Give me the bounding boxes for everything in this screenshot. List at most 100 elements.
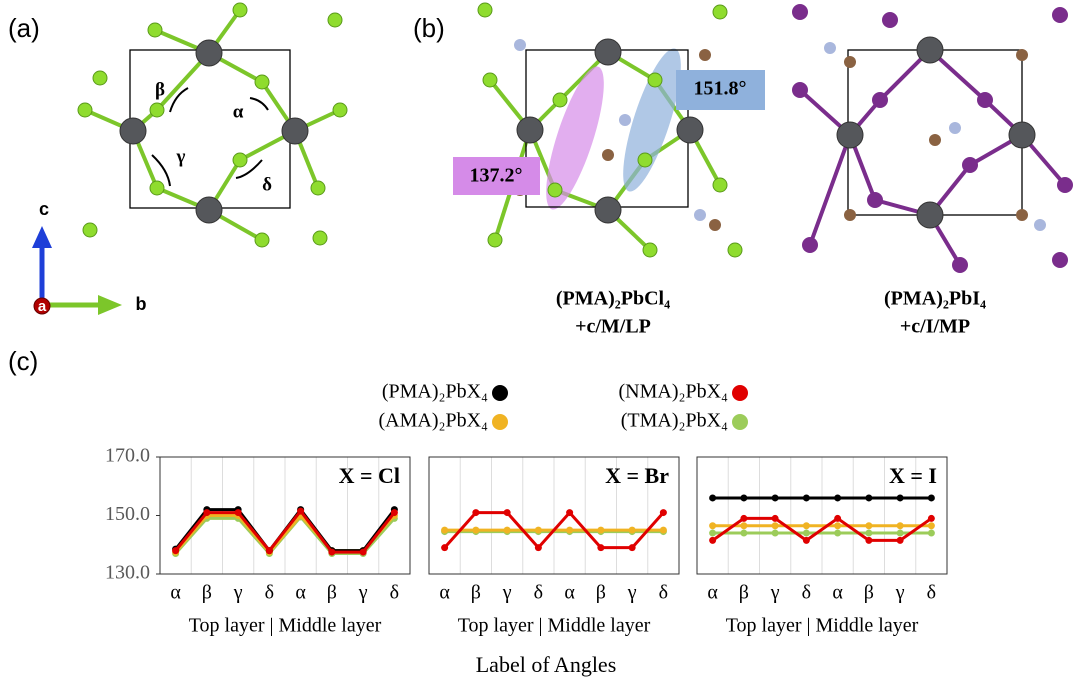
x-axis-title: Label of Angles	[476, 652, 617, 677]
x-tick-label: α	[832, 582, 843, 604]
x-tick-label: α	[707, 582, 718, 604]
data-point	[441, 544, 448, 551]
data-point	[865, 522, 872, 529]
data-point	[834, 522, 841, 529]
chart-title: X = I	[889, 463, 937, 488]
x-tick-label: α	[439, 582, 450, 604]
data-point	[203, 509, 210, 516]
structure-config: +c/I/MP	[900, 316, 970, 338]
x-tick-label: δ	[802, 582, 811, 604]
x-tick-label: β	[739, 582, 749, 604]
structure-a: β α γ δ	[78, 3, 347, 247]
data-point	[629, 544, 636, 551]
data-point	[740, 522, 747, 529]
legend-label: (TMA)₂PbX₄	[621, 410, 728, 432]
legend-swatch	[732, 414, 748, 430]
data-point	[928, 494, 935, 501]
axis-name: b	[136, 294, 147, 314]
x-tick-label: δ	[265, 582, 274, 604]
legend-label: (AMA)₂PbX₄	[378, 410, 488, 432]
data-point	[834, 515, 841, 522]
x-tick-label: β	[596, 582, 606, 604]
x-tick-label: γ	[627, 582, 637, 604]
data-point	[597, 544, 604, 551]
data-point	[897, 522, 904, 529]
data-point	[772, 530, 779, 537]
angle-annotation: 137.2°	[470, 165, 523, 187]
x-tick-label: α	[170, 582, 181, 604]
data-point	[865, 530, 872, 537]
x-tick-label: γ	[895, 582, 905, 604]
structure-config: +c/M/LP	[575, 316, 651, 338]
data-point	[504, 509, 511, 516]
data-point	[360, 549, 367, 556]
x-label: Top layer | Middle layer	[189, 615, 382, 637]
angle-annotation: 151.8°	[694, 78, 747, 100]
figure: (a) (b) (c) β α γ	[0, 0, 1078, 688]
data-point	[709, 530, 716, 537]
panel-label: (a)	[8, 13, 40, 43]
legend-label: (NMA)₂PbX₄	[618, 381, 728, 403]
x-tick-label: δ	[927, 582, 936, 604]
x-tick-label: β	[202, 582, 212, 604]
data-point	[709, 522, 716, 529]
data-point	[803, 522, 810, 529]
legend-swatch	[492, 414, 508, 430]
data-point	[803, 537, 810, 544]
y-tick-label: 170.0	[105, 445, 150, 467]
data-point	[535, 527, 542, 534]
chart-title: X = Br	[605, 463, 669, 488]
data-point	[865, 494, 872, 501]
structure-b-left: 137.2° 151.8° (PMA)₂PbCl₄ +c/M/LP	[453, 3, 765, 338]
data-point	[772, 494, 779, 501]
data-point	[472, 509, 479, 516]
x-label: Top layer | Middle layer	[458, 615, 651, 637]
data-point	[172, 547, 179, 554]
y-tick-label: 130.0	[105, 562, 150, 584]
data-point	[235, 509, 242, 516]
y-tick-label: 150.0	[105, 503, 150, 525]
data-point	[897, 537, 904, 544]
data-point	[709, 537, 716, 544]
chart-title: X = Cl	[339, 463, 400, 488]
angle-label: α	[233, 101, 244, 122]
data-point	[566, 509, 573, 516]
data-point	[566, 527, 573, 534]
data-point	[772, 515, 779, 522]
data-point	[328, 549, 335, 556]
data-point	[504, 527, 511, 534]
data-point	[834, 494, 841, 501]
data-point	[597, 527, 604, 534]
x-tick-label: γ	[502, 582, 512, 604]
x-tick-label: α	[564, 582, 575, 604]
data-point	[535, 544, 542, 551]
data-point	[928, 522, 935, 529]
angle-label: δ	[262, 174, 272, 195]
x-tick-label: α	[295, 582, 306, 604]
chart: αβγδαβγδTop layer | Middle layerX = I	[697, 457, 947, 637]
data-point	[266, 547, 273, 554]
data-point	[897, 494, 904, 501]
legend-label: (PMA)₂PbX₄	[382, 381, 488, 403]
x-tick-label: γ	[358, 582, 368, 604]
legend-swatch	[492, 385, 508, 401]
x-tick-label: β	[864, 582, 874, 604]
x-tick-label: δ	[390, 582, 399, 604]
x-tick-label: δ	[659, 582, 668, 604]
structure-formula: (PMA)₂PbCl₄	[556, 288, 670, 310]
data-point	[865, 537, 872, 544]
data-point	[297, 508, 304, 515]
data-point	[472, 527, 479, 534]
structure-b-right: (PMA)₂PbI₄ +c/I/MP	[792, 4, 1073, 338]
data-point	[803, 494, 810, 501]
data-point	[834, 530, 841, 537]
axes-indicator: c b a	[32, 199, 147, 315]
panel-label: (c)	[8, 346, 38, 376]
angle-label: β	[155, 79, 165, 100]
x-tick-label: δ	[534, 582, 543, 604]
data-point	[441, 527, 448, 534]
x-tick-label: β	[327, 582, 337, 604]
data-point	[660, 509, 667, 516]
data-point	[740, 530, 747, 537]
